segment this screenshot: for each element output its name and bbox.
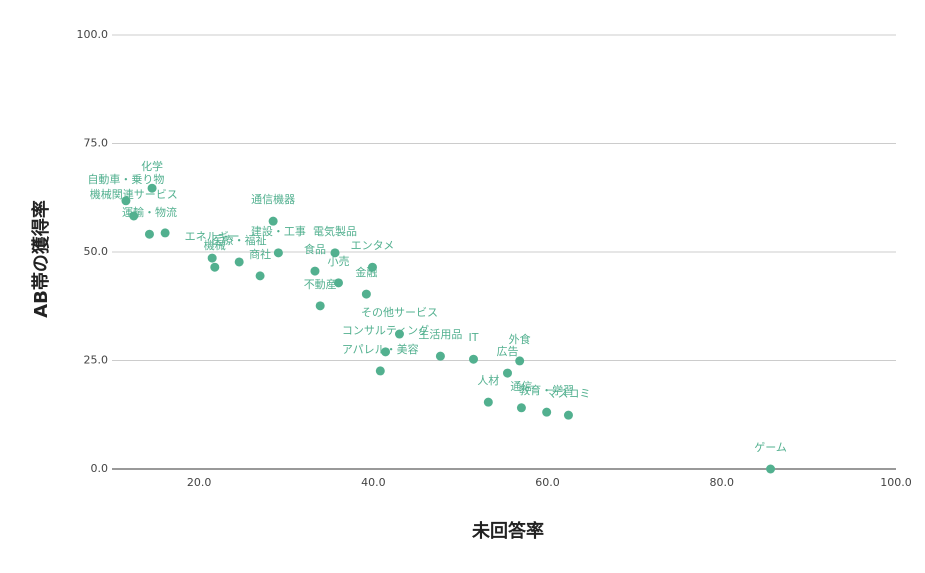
- point-label: 機械: [204, 238, 226, 252]
- y-tick-label: 50.0: [84, 245, 109, 258]
- point-label: 自動車・乗り物: [87, 172, 164, 186]
- point: [330, 248, 340, 258]
- point: [234, 257, 244, 267]
- point: [315, 301, 325, 311]
- point: [147, 183, 157, 193]
- point: [375, 366, 385, 376]
- x-tick-label: 60.0: [535, 476, 560, 489]
- point: [766, 464, 776, 474]
- y-tick-label: 25.0: [84, 354, 109, 367]
- point: [394, 329, 404, 339]
- point-label: 電気製品: [313, 224, 357, 238]
- point-label: エネルギー: [185, 230, 240, 243]
- point-label: アパレル・美容: [342, 342, 419, 356]
- point: [361, 289, 371, 299]
- point-label: 通信機器: [251, 192, 295, 206]
- point: [207, 253, 217, 263]
- point-label: 医療・福祉: [212, 233, 267, 247]
- point: [268, 216, 278, 226]
- point: [542, 407, 552, 417]
- point-label: 広告: [496, 345, 518, 358]
- point-label: ゲーム: [754, 441, 787, 454]
- y-tick-label: 0.0: [91, 462, 109, 475]
- point: [333, 278, 343, 288]
- x-tick-label: 40.0: [361, 476, 386, 489]
- point-label: マスコミ: [546, 387, 590, 400]
- point-label: IT: [469, 331, 479, 344]
- point: [273, 248, 283, 258]
- x-axis-title: 未回答率: [472, 520, 544, 542]
- point-label: 建設・工事: [251, 224, 306, 238]
- point: [563, 410, 573, 420]
- x-tick-label: 80.0: [710, 476, 735, 489]
- x-tick-label: 20.0: [187, 476, 212, 489]
- point: [144, 229, 154, 239]
- y-axis-title: AB帯の獲得率: [30, 200, 52, 318]
- point-label: その他サービス: [361, 306, 438, 319]
- point: [381, 347, 391, 357]
- point-label: 小売: [327, 255, 349, 268]
- point-label: 商社: [249, 247, 271, 261]
- point-label: エンタメ: [351, 239, 395, 252]
- point-label: 不動産: [304, 277, 337, 291]
- point: [469, 354, 479, 364]
- point: [129, 211, 139, 221]
- point-label: 人材: [477, 373, 499, 387]
- point: [502, 368, 512, 378]
- point-label: 機械関連サービス: [90, 187, 178, 201]
- point: [121, 196, 131, 206]
- point: [310, 266, 320, 276]
- point-label: 通信: [510, 380, 532, 393]
- y-tick-label: 75.0: [84, 137, 109, 150]
- point: [255, 271, 265, 281]
- point: [515, 356, 525, 366]
- point: [367, 262, 377, 272]
- y-tick-label: 100.0: [77, 28, 109, 41]
- point: [516, 403, 526, 413]
- point: [160, 228, 170, 238]
- point-label: 教育・学習: [519, 383, 574, 397]
- point-label: コンサルティング: [342, 323, 429, 337]
- point-label: 生活用品: [418, 327, 462, 341]
- point-label: 外食: [509, 332, 531, 346]
- x-tick-label: 100.0: [880, 476, 912, 489]
- point-label: 化学: [141, 159, 163, 173]
- point: [435, 351, 445, 361]
- point: [210, 262, 220, 272]
- point: [483, 397, 493, 407]
- point-label: 食品: [304, 242, 326, 256]
